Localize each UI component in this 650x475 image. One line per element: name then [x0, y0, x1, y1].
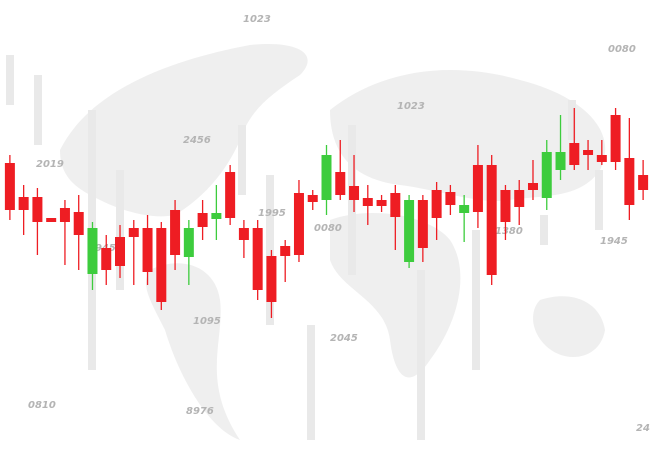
candle-body — [211, 213, 222, 219]
candle-body — [280, 246, 291, 256]
candle-body — [610, 115, 621, 162]
candle-body — [390, 193, 401, 217]
world-map — [60, 44, 606, 440]
candle-body — [638, 175, 649, 190]
candle-body — [170, 210, 181, 255]
candle-body — [266, 256, 277, 302]
background-number: 2045 — [330, 333, 358, 344]
candle-body — [472, 165, 483, 212]
background-number: 2456 — [183, 135, 211, 146]
candle-body — [527, 183, 538, 190]
candle-body — [293, 193, 304, 255]
candle-body — [225, 172, 236, 218]
candle-body — [376, 200, 387, 206]
candle-body — [156, 228, 167, 302]
candle-body — [555, 152, 566, 170]
candle-body — [197, 213, 208, 227]
candle-body — [431, 190, 442, 218]
background-number: 0080 — [608, 44, 636, 55]
candle-body — [583, 150, 594, 155]
background-number: 1380 — [495, 226, 523, 237]
candle-body — [541, 152, 552, 198]
candle-body — [404, 200, 415, 262]
candle-body — [101, 248, 112, 270]
candle-body — [59, 208, 70, 222]
background-labels: 1023 0080 2019 2456 1023 1995 0080 1945 … — [28, 14, 650, 434]
background-number: 1995 — [258, 208, 286, 219]
candle-body — [307, 195, 318, 202]
background-number: 2019 — [36, 159, 64, 170]
candle-body — [349, 186, 360, 200]
candle-body — [46, 218, 57, 222]
candle-body — [238, 228, 249, 240]
candle-body — [445, 192, 456, 205]
candle-body — [596, 155, 607, 162]
candle-body — [500, 190, 511, 222]
candle-body — [459, 205, 470, 213]
background-number: 8976 — [186, 406, 214, 417]
candle-body — [18, 197, 29, 210]
candle-body — [569, 143, 580, 165]
candle-body — [362, 198, 373, 206]
candle-body — [4, 163, 15, 210]
candle-body — [321, 155, 332, 200]
candle-body — [142, 228, 153, 272]
candle-body — [73, 212, 84, 235]
candle-body — [115, 237, 126, 266]
background-number: 1023 — [243, 14, 271, 25]
candle-body — [514, 190, 525, 207]
background-number: 1945 — [600, 236, 628, 247]
candle-body — [417, 200, 428, 248]
candle-body — [252, 228, 263, 290]
candle-body — [183, 228, 194, 257]
background-number: 0080 — [314, 223, 342, 234]
background-number: 1095 — [193, 316, 221, 327]
candle-body — [486, 165, 497, 275]
candle-body — [624, 158, 635, 205]
candle-body — [128, 228, 139, 237]
background-number: 245 — [636, 423, 650, 434]
background-number: 1023 — [397, 101, 425, 112]
candle-body — [87, 228, 98, 274]
candle-body — [335, 172, 346, 195]
background-number: 0810 — [28, 400, 56, 411]
candle-body — [32, 197, 43, 222]
